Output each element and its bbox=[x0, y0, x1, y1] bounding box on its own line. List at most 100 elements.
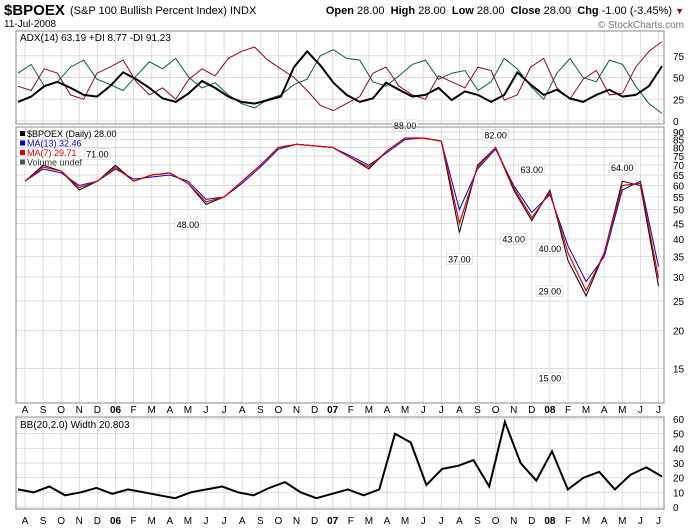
y-tick-label-price: 20 bbox=[673, 327, 685, 338]
y-tick-label-price: 75 bbox=[673, 152, 685, 163]
data-label-text: 71.00 bbox=[86, 149, 109, 159]
x-tick-label: N bbox=[510, 405, 517, 416]
x-tick-label: D bbox=[94, 516, 101, 527]
x-tick-label: J bbox=[421, 516, 426, 527]
price-data-label: 37.00 bbox=[446, 253, 473, 265]
x-tick-label: S bbox=[40, 405, 47, 416]
x-tick-label: M bbox=[365, 516, 373, 527]
adx-panel-title: ADX(14) 63.19 +DI 8.77 -DI 91.23 bbox=[20, 33, 171, 44]
data-label-text: 48.00 bbox=[177, 220, 200, 230]
x-tick-label: S bbox=[474, 516, 481, 527]
x-tick-label: J bbox=[656, 516, 661, 527]
x-tick-label: A bbox=[239, 405, 246, 416]
x-tick-label: D bbox=[94, 405, 101, 416]
x-tick-label: A bbox=[456, 405, 463, 416]
x-tick-label: A bbox=[456, 516, 463, 527]
high-label: High bbox=[390, 5, 416, 17]
y-tick-label-adx: 0 bbox=[673, 117, 679, 128]
x-tick-label: O bbox=[492, 405, 500, 416]
price-data-label: 82.00 bbox=[482, 129, 509, 141]
data-label-text: 64.00 bbox=[611, 163, 634, 173]
x-tick-label: A bbox=[22, 516, 29, 527]
y-tick-label-bb: 50 bbox=[673, 430, 685, 441]
x-tick-label: J bbox=[439, 516, 444, 527]
x-tick-label: N bbox=[293, 516, 300, 527]
adx-series-line bbox=[17, 41, 663, 112]
data-label-box bbox=[174, 218, 202, 231]
x-tick-label: N bbox=[293, 405, 300, 416]
y-tick-label-price: 40 bbox=[673, 235, 685, 246]
index-full-name: (S&P 100 Bullish Percent Index) bbox=[70, 5, 227, 17]
high-value: 28.00 bbox=[418, 5, 446, 17]
x-tick-label: J bbox=[204, 516, 209, 527]
x-tick-label: 07 bbox=[327, 516, 339, 527]
x-tick-label: 08 bbox=[544, 405, 556, 416]
y-tick-label-adx: 50 bbox=[673, 74, 685, 85]
price-data-label: 71.00 bbox=[84, 148, 111, 160]
data-label-text: 88.00 bbox=[394, 121, 417, 131]
y-tick-label-adx: 25 bbox=[673, 95, 685, 106]
legend-entry: $BPOEX (Daily) 28.00 bbox=[27, 129, 117, 139]
data-label-text: 82.00 bbox=[484, 130, 507, 140]
down-arrow-icon: ▼ bbox=[675, 6, 684, 16]
price-data-label: 63.00 bbox=[518, 163, 546, 176]
y-tick-label-bb: 40 bbox=[673, 444, 685, 455]
close-value: 28.00 bbox=[543, 5, 572, 17]
x-tick-label: A bbox=[384, 405, 391, 416]
legend-entry: MA(13) 32.46 bbox=[27, 139, 82, 149]
x-tick-label: F bbox=[348, 516, 354, 527]
x-tick-label: F bbox=[565, 516, 571, 527]
bb-panel-title: BB(20,2.0) Width 20.803 bbox=[20, 420, 130, 431]
quote-summary: Open 28.00 High 28.00 Low 28.00 Close 28… bbox=[326, 5, 684, 17]
x-tick-label: M bbox=[618, 516, 626, 527]
x-tick-label: O bbox=[275, 405, 283, 416]
x-tick-label: A bbox=[601, 405, 608, 416]
legend-swatch bbox=[20, 159, 25, 165]
x-tick-label: M bbox=[618, 405, 626, 416]
price-data-label: 43.00 bbox=[500, 233, 527, 245]
y-tick-label-bb: 20 bbox=[673, 474, 685, 485]
data-label-text: 37.00 bbox=[448, 254, 471, 264]
x-tick-label: S bbox=[257, 405, 264, 416]
x-tick-label: D bbox=[528, 516, 535, 527]
data-label-box bbox=[536, 285, 564, 297]
x-tick-label: M bbox=[184, 516, 192, 527]
x-tick-label: M bbox=[365, 405, 373, 416]
x-tick-label: O bbox=[492, 516, 500, 527]
data-label-box bbox=[518, 163, 546, 176]
data-label-box bbox=[84, 148, 111, 160]
index-name: (S&P 100 Bullish Percent Index) INDX bbox=[70, 5, 256, 17]
chg-value: -1.00 (-3.45%) bbox=[601, 5, 673, 17]
x-tick-label: F bbox=[131, 516, 137, 527]
x-tick-label: N bbox=[76, 405, 83, 416]
y-tick-label-bb: 0 bbox=[673, 503, 679, 514]
x-tick-label: F bbox=[348, 405, 354, 416]
bb-panel-frame bbox=[15, 416, 665, 510]
moving-average-line bbox=[24, 137, 660, 293]
data-label-box bbox=[391, 119, 419, 132]
x-tick-label: A bbox=[384, 516, 391, 527]
x-tick-label: J bbox=[204, 405, 209, 416]
x-tick-label: M bbox=[184, 405, 192, 416]
low-value: 28.00 bbox=[476, 5, 505, 17]
data-label-text: 43.00 bbox=[502, 235, 525, 245]
x-tick-label: J bbox=[439, 405, 444, 416]
x-tick-label: J bbox=[638, 405, 643, 416]
x-tick-label: N bbox=[510, 516, 517, 527]
legend-swatch bbox=[20, 131, 25, 136]
price-data-label: 15.00 bbox=[536, 372, 564, 384]
data-label-text: 29.00 bbox=[539, 287, 562, 297]
y-tick-label-adx: 75 bbox=[673, 52, 685, 63]
legend-entry: MA(7) 29.71 bbox=[27, 148, 77, 158]
y-tick-label-price: 45 bbox=[673, 220, 685, 231]
close-label: Close bbox=[510, 5, 541, 17]
data-label-box bbox=[500, 233, 527, 245]
x-tick-label: J bbox=[222, 516, 227, 527]
bb-width-line bbox=[17, 418, 663, 500]
x-tick-label: F bbox=[131, 405, 137, 416]
x-tick-label: A bbox=[22, 405, 29, 416]
y-tick-label-price: 35 bbox=[673, 253, 685, 264]
price-data-label: 88.00 bbox=[391, 119, 419, 132]
price-data-label: 48.00 bbox=[174, 218, 202, 231]
x-tick-label: D bbox=[311, 516, 318, 527]
